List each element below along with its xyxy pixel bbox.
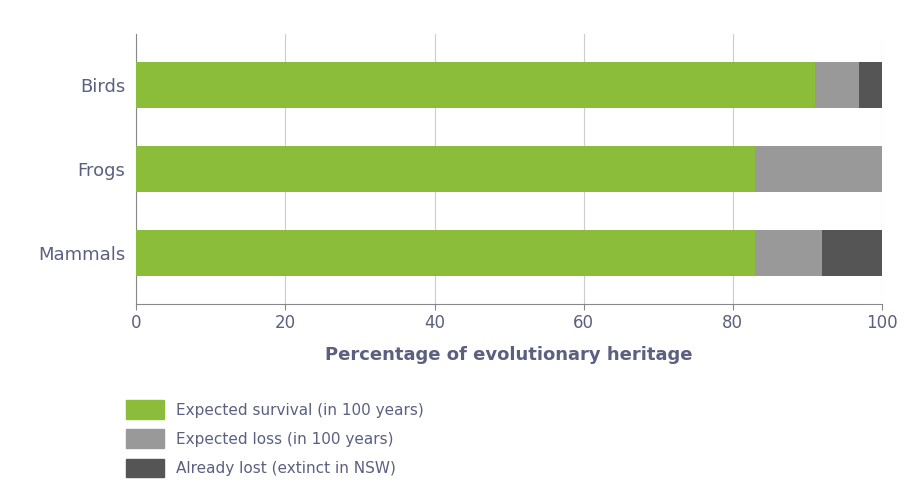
Bar: [136, 62, 814, 108]
Bar: [136, 146, 755, 192]
Bar: [136, 230, 755, 276]
Bar: [755, 230, 822, 276]
Bar: [859, 62, 882, 108]
Bar: [755, 146, 882, 192]
X-axis label: Percentage of evolutionary heritage: Percentage of evolutionary heritage: [325, 346, 693, 364]
Bar: [822, 230, 882, 276]
Bar: [814, 62, 859, 108]
Legend: Expected survival (in 100 years), Expected loss (in 100 years), Already lost (ex: Expected survival (in 100 years), Expect…: [125, 400, 424, 477]
